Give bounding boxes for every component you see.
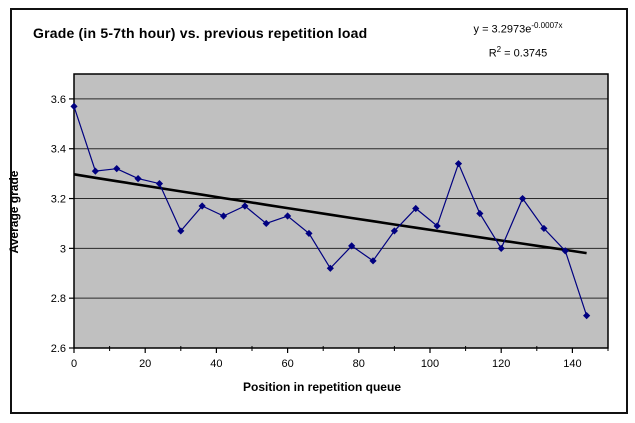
trendline-equation-block: y = 3.2973e-0.0007x R2 = 0.3745 bbox=[448, 16, 588, 63]
data-point-marker bbox=[91, 167, 99, 175]
x-tick-label: 20 bbox=[139, 358, 151, 370]
x-tick-label: 80 bbox=[353, 358, 365, 370]
data-point-marker bbox=[219, 212, 228, 220]
data-point-marker bbox=[113, 165, 121, 173]
data-point-marker bbox=[454, 160, 463, 168]
chart-title: Grade (in 5-7th hour) vs. previous repet… bbox=[33, 25, 368, 41]
data-point-marker bbox=[241, 202, 249, 210]
x-tick-label: 0 bbox=[71, 358, 77, 370]
data-point-marker bbox=[583, 312, 591, 320]
x-axis-title: Position in repetition queue bbox=[242, 380, 401, 394]
y-tick-label: 3.2 bbox=[51, 194, 66, 206]
x-tick-label: 40 bbox=[210, 358, 222, 370]
data-point-marker bbox=[326, 264, 334, 272]
data-point-marker bbox=[476, 209, 484, 218]
equation-exponent: -0.0007x bbox=[531, 21, 563, 30]
data-point-marker bbox=[305, 229, 313, 238]
r2-superscript: 2 bbox=[496, 44, 502, 54]
trendline bbox=[73, 173, 587, 255]
plot-area bbox=[74, 74, 608, 348]
data-point-marker bbox=[284, 212, 292, 220]
trendline-equation: y = 3.2973e-0.0007x bbox=[473, 21, 563, 36]
data-point-marker bbox=[348, 242, 356, 250]
data-point-marker bbox=[134, 175, 142, 183]
x-tick-label: 120 bbox=[492, 358, 510, 370]
data-point-marker bbox=[155, 180, 164, 188]
x-tick-label: 100 bbox=[421, 358, 439, 370]
data-point-marker bbox=[177, 227, 185, 235]
y-tick-label: 2.6 bbox=[51, 343, 66, 355]
data-point-marker bbox=[518, 194, 527, 203]
data-point-marker bbox=[369, 257, 377, 265]
y-tick-label: 3 bbox=[60, 243, 66, 255]
y-tick-label: 2.8 bbox=[51, 293, 66, 305]
x-tick-label: 140 bbox=[563, 358, 581, 370]
data-point-marker bbox=[412, 204, 420, 213]
y-axis-title: Average grade bbox=[7, 170, 21, 254]
r-squared-label: R2 = 0.3745 bbox=[488, 44, 548, 60]
data-point-marker bbox=[390, 227, 398, 235]
data-point-marker bbox=[198, 202, 206, 210]
data-point-marker bbox=[262, 219, 270, 228]
data-point-marker bbox=[497, 244, 505, 252]
data-point-marker bbox=[70, 102, 78, 110]
x-tick-label: 60 bbox=[281, 358, 293, 370]
data-point-marker bbox=[433, 222, 441, 230]
data-point-marker bbox=[561, 247, 569, 255]
y-tick-label: 3.6 bbox=[51, 94, 66, 106]
y-tick-label: 3.4 bbox=[51, 144, 66, 156]
data-point-marker bbox=[540, 224, 548, 233]
plot-border bbox=[73, 73, 609, 349]
